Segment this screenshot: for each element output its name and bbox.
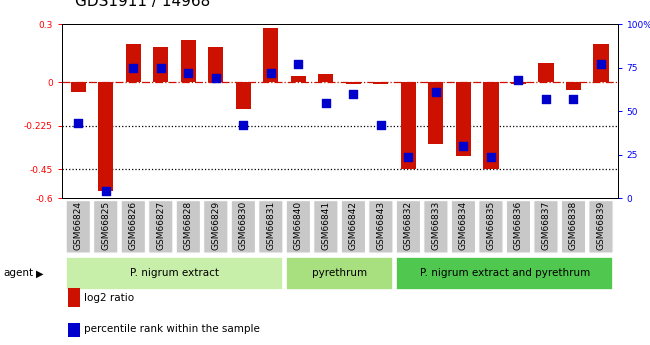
Point [348, 91, 359, 97]
Text: GSM66832: GSM66832 [404, 201, 413, 250]
Text: GSM66842: GSM66842 [349, 201, 358, 250]
FancyBboxPatch shape [506, 201, 530, 253]
Bar [511, 82, 526, 84]
Text: GDS1911 / 14968: GDS1911 / 14968 [75, 0, 210, 9]
Bar [456, 82, 471, 156]
Text: GSM66833: GSM66833 [432, 201, 441, 250]
Text: GSM66837: GSM66837 [541, 201, 551, 250]
Text: pyrethrum: pyrethrum [312, 268, 367, 278]
Bar [98, 82, 113, 191]
Bar [428, 82, 443, 144]
Point [431, 89, 441, 95]
Text: GSM66824: GSM66824 [73, 201, 83, 250]
Text: GSM66825: GSM66825 [101, 201, 111, 250]
Bar [291, 77, 306, 82]
Point [101, 189, 111, 194]
Point [128, 65, 138, 70]
Bar [71, 82, 86, 92]
FancyBboxPatch shape [396, 201, 421, 253]
FancyBboxPatch shape [562, 201, 586, 253]
Text: GSM66843: GSM66843 [376, 201, 385, 250]
Text: GSM66841: GSM66841 [321, 201, 330, 250]
FancyBboxPatch shape [231, 201, 255, 253]
FancyBboxPatch shape [424, 201, 448, 253]
FancyBboxPatch shape [589, 201, 613, 253]
FancyBboxPatch shape [396, 257, 614, 290]
Point [458, 144, 469, 149]
Text: GSM66836: GSM66836 [514, 201, 523, 250]
Point [403, 154, 413, 159]
Bar [208, 47, 224, 82]
Point [183, 70, 194, 76]
Text: P. nigrum extract and pyrethrum: P. nigrum extract and pyrethrum [419, 268, 590, 278]
FancyBboxPatch shape [66, 201, 90, 253]
Bar [125, 43, 141, 82]
Bar [181, 40, 196, 82]
FancyBboxPatch shape [451, 201, 476, 253]
Point [320, 100, 331, 105]
Text: GSM66827: GSM66827 [156, 201, 165, 250]
FancyBboxPatch shape [203, 201, 228, 253]
FancyBboxPatch shape [66, 257, 283, 290]
Text: GSM66840: GSM66840 [294, 201, 303, 250]
Point [376, 122, 386, 128]
Text: P. nigrum extract: P. nigrum extract [130, 268, 219, 278]
Point [73, 121, 83, 126]
Point [541, 96, 551, 102]
Point [486, 154, 496, 159]
Bar [593, 43, 608, 82]
Text: ▶: ▶ [36, 268, 44, 278]
Text: GSM66831: GSM66831 [266, 201, 276, 250]
Text: GSM66826: GSM66826 [129, 201, 138, 250]
FancyBboxPatch shape [176, 201, 200, 253]
Text: GSM66834: GSM66834 [459, 201, 468, 250]
Bar [153, 47, 168, 82]
FancyBboxPatch shape [314, 201, 338, 253]
Text: GSM66839: GSM66839 [597, 201, 606, 250]
Text: GSM66835: GSM66835 [486, 201, 495, 250]
FancyBboxPatch shape [259, 201, 283, 253]
Point [211, 76, 221, 81]
FancyBboxPatch shape [286, 201, 311, 253]
Bar [484, 82, 499, 169]
Bar [538, 63, 554, 82]
Point [568, 96, 578, 102]
Bar [318, 75, 333, 82]
Text: agent: agent [3, 268, 33, 278]
FancyBboxPatch shape [341, 201, 365, 253]
Point [293, 61, 304, 67]
FancyBboxPatch shape [149, 201, 173, 253]
Bar [236, 82, 251, 109]
FancyBboxPatch shape [479, 201, 503, 253]
Bar [346, 82, 361, 84]
FancyBboxPatch shape [94, 201, 118, 253]
FancyBboxPatch shape [121, 201, 146, 253]
Point [155, 65, 166, 70]
Bar [373, 82, 389, 84]
Point [596, 61, 606, 67]
Text: GSM66830: GSM66830 [239, 201, 248, 250]
Point [514, 77, 524, 83]
FancyBboxPatch shape [534, 201, 558, 253]
Bar [401, 82, 416, 169]
FancyBboxPatch shape [369, 201, 393, 253]
Text: log2 ratio: log2 ratio [84, 294, 135, 303]
Text: GSM66838: GSM66838 [569, 201, 578, 250]
Point [238, 122, 248, 128]
FancyBboxPatch shape [286, 257, 393, 290]
Bar [566, 82, 581, 90]
Text: percentile rank within the sample: percentile rank within the sample [84, 324, 261, 334]
Point [266, 70, 276, 76]
Text: GSM66829: GSM66829 [211, 201, 220, 250]
Text: GSM66828: GSM66828 [184, 201, 193, 250]
Bar [263, 28, 278, 82]
